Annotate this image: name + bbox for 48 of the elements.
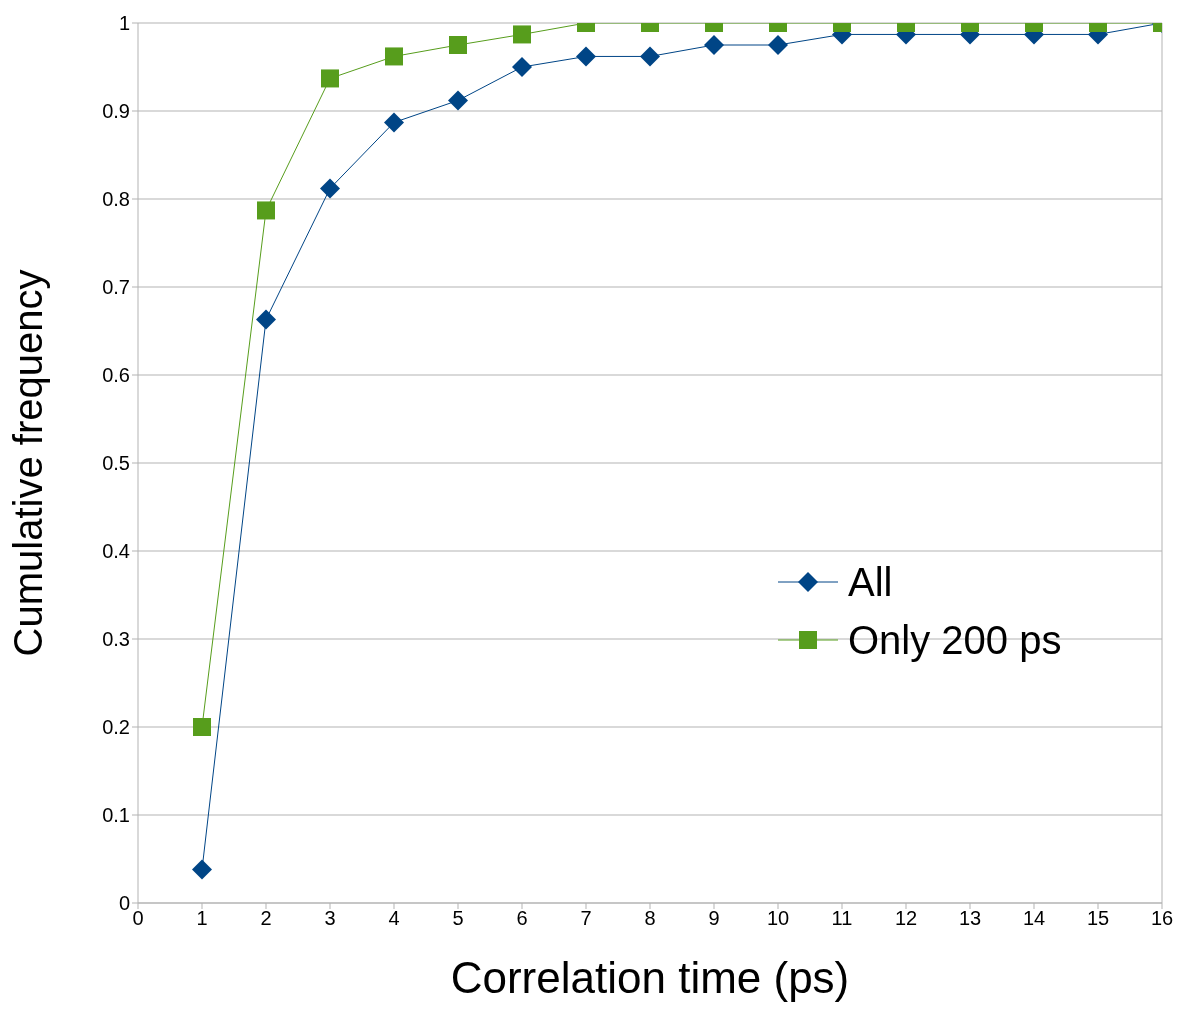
point [193, 718, 211, 736]
y-tick-label: 0.9 [102, 100, 130, 123]
point [448, 90, 468, 111]
x-tick-label: 4 [388, 907, 400, 930]
x-tick-label: 12 [894, 907, 918, 930]
x-tick-label: 16 [1150, 907, 1174, 930]
y-tick-label: 1 [118, 12, 130, 35]
point [512, 57, 532, 77]
y-tick-label: 0.2 [102, 716, 130, 739]
x-tick-label: 3 [324, 907, 336, 930]
x-axis-title: Correlation time (ps) [450, 953, 850, 1002]
y-tick-label: 0.4 [102, 540, 130, 563]
y-tick-label: 0.7 [102, 276, 130, 299]
point [768, 35, 788, 55]
point [192, 859, 212, 880]
x-tick-label: 5 [452, 907, 464, 930]
point [385, 47, 403, 66]
y-tick-label: 0.8 [102, 188, 130, 211]
x-tick-label: 2 [260, 907, 272, 930]
point [256, 309, 276, 330]
x-tick-label: 8 [644, 907, 656, 930]
y-axis-title: Cumulative frequency [6, 269, 51, 657]
x-tick-label: 7 [580, 907, 592, 930]
x-tick-label: 0 [132, 907, 144, 930]
y-tick-label: 0.6 [102, 364, 130, 387]
x-tick-label: 10 [766, 907, 790, 930]
x-tick-label: 9 [708, 907, 720, 930]
x-tick-label: 1 [196, 907, 208, 930]
x-tick-label: 15 [1086, 907, 1110, 930]
legend-label: All [848, 559, 893, 605]
point [640, 46, 660, 67]
x-tick-label: 13 [958, 907, 982, 930]
point [257, 201, 275, 220]
point [321, 69, 339, 88]
point [513, 25, 531, 44]
y-tick-label: 0.1 [102, 804, 130, 827]
x-tick-label: 11 [831, 907, 853, 930]
y-tick-label: 0.5 [102, 452, 130, 475]
point [320, 178, 340, 199]
y-tick-label: 0 [118, 892, 130, 915]
point [449, 36, 467, 54]
point [704, 35, 724, 55]
x-tick-label: 14 [1022, 907, 1046, 930]
legend-label: Only 200 ps [848, 617, 1062, 663]
x-tick-label: 6 [516, 907, 528, 930]
point [384, 112, 404, 133]
y-tick-label: 0.3 [102, 628, 130, 651]
point [576, 46, 596, 67]
